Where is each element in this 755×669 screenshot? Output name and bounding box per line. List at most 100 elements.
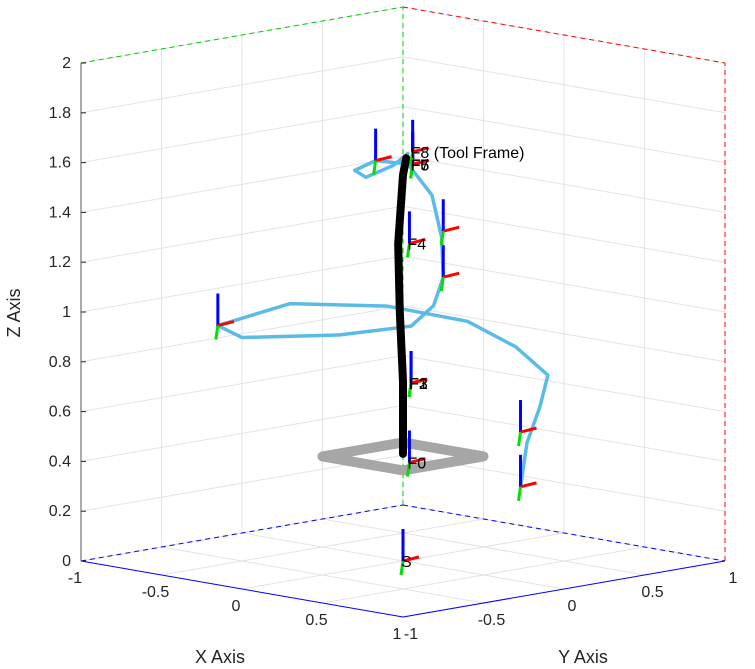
box-edge-floor-front-left <box>80 560 404 618</box>
frame-3 <box>407 351 428 398</box>
x-tick-label-4: 1 <box>393 626 402 643</box>
z-tick-label-5: 1 <box>62 304 71 321</box>
y-tick-label-4: 1 <box>729 570 738 587</box>
frame-y-axis <box>409 164 415 179</box>
frame-x-axis <box>412 158 430 166</box>
z-tick-label-4: 0.8 <box>49 354 71 371</box>
grid-wall-left-z <box>80 355 404 413</box>
z-tick-label-3: 0.6 <box>49 404 71 421</box>
frame-x-axis <box>442 271 460 279</box>
frame-label-5: F5 <box>411 157 430 174</box>
frame-label-6: F6 <box>411 157 430 174</box>
grid-wall-right-z <box>402 56 726 114</box>
frame-y-axis <box>439 276 445 292</box>
grid-wall-left-z <box>80 205 404 263</box>
frame-y-axis <box>372 160 378 175</box>
trajectory-frame-5 <box>372 128 392 175</box>
trajectory-frame-1 <box>517 454 537 502</box>
z-tick-label-8: 1.6 <box>49 155 71 172</box>
frame-label-4: F4 <box>407 236 426 253</box>
x-tick-label-0: -1 <box>68 570 82 587</box>
x-tick-label-2: 0 <box>232 598 241 615</box>
y-tick-label-0: -1 <box>404 626 418 643</box>
grid-wall-left-z <box>80 155 404 213</box>
frame-y-axis <box>407 382 413 398</box>
grid-wall-left-z <box>80 56 404 114</box>
z-tick-label-2: 0.4 <box>49 453 71 470</box>
frame-label-1: F1 <box>409 376 428 393</box>
frame-9 <box>399 529 420 576</box>
tick-labels: 00.20.40.60.811.21.41.61.82-1-0.500.51 -1… <box>49 55 738 643</box>
z-axis-label: Z Axis <box>4 288 24 337</box>
z-tick-label-1: 0.2 <box>49 503 71 520</box>
y-tick-label-3: 0.5 <box>641 584 663 601</box>
frame-y-axis <box>405 243 411 258</box>
frame-x-axis <box>375 155 392 163</box>
x-tick-label-1: -0.5 <box>142 584 170 601</box>
grid-wall-right-z <box>402 255 726 313</box>
box-edge-floor-back-right <box>402 504 726 562</box>
x-tick-label-3: 0.5 <box>305 612 327 629</box>
frame-x-axis <box>402 555 420 563</box>
grid-wall-left-z <box>80 305 404 363</box>
frame-x-axis <box>410 377 428 385</box>
frame-y-axis <box>405 462 411 477</box>
box-edge-top-left <box>80 6 404 64</box>
y-tick-label-2: 0 <box>568 598 577 615</box>
frame-x-axis <box>520 426 537 434</box>
grid-wall-left-z <box>80 404 404 462</box>
robot-arm <box>394 154 411 458</box>
grid-wall-right-z <box>402 205 726 263</box>
frame-y-axis <box>517 486 523 502</box>
frame-4 <box>405 211 426 258</box>
x-axis-label: X Axis <box>195 647 245 667</box>
frame-x-axis <box>409 457 426 464</box>
frame-label-9: S <box>401 554 412 571</box>
frame-label-0: F0 <box>407 456 426 473</box>
frame-label-3: F3 <box>409 376 428 393</box>
grid-wall-left-z <box>80 255 404 313</box>
frame-label-8: F8 (Tool Frame) <box>411 145 525 162</box>
trajectory-line <box>216 151 550 489</box>
grid-wall-right-z <box>402 404 726 462</box>
trajectory-frame-4 <box>439 199 460 246</box>
z-tick-label-10: 2 <box>62 55 71 72</box>
grid-wall-right-z <box>402 155 726 213</box>
frame-0 <box>405 430 426 477</box>
grid-floor-y <box>161 546 484 604</box>
z-tick-label-9: 1.8 <box>49 105 71 122</box>
frame-y-axis <box>214 325 220 340</box>
frame-x-axis <box>520 481 537 489</box>
z-tick-label-6: 1.2 <box>49 254 71 271</box>
box-edge-floor-back-left <box>80 504 404 562</box>
frame-x-axis <box>217 320 235 327</box>
frame-label-7: F7 <box>411 157 430 174</box>
frame-x-axis <box>442 225 460 233</box>
grid-wall-right-z <box>402 305 726 363</box>
box-edge-top-right <box>402 6 726 64</box>
frame-y-axis <box>409 151 415 167</box>
box-edge-floor-front-right <box>402 560 726 618</box>
frame-y-axis <box>399 560 405 576</box>
grid-wall-right-z <box>402 106 726 164</box>
frame-8 <box>409 119 430 167</box>
frame-x-axis <box>412 146 430 154</box>
trajectory-frame-0 <box>214 293 235 340</box>
frame-x-axis <box>409 237 426 245</box>
frame-label-2: F2 <box>409 376 428 393</box>
base-plate <box>317 437 489 476</box>
grid-floor-y <box>322 518 645 576</box>
y-tick-label-1: -0.5 <box>478 612 506 629</box>
frame-y-axis <box>517 431 523 447</box>
z-tick-label-7: 1.4 <box>49 204 71 221</box>
grid-wall-left-z <box>80 106 404 164</box>
y-axis-label: Y Axis <box>558 647 608 667</box>
grid-wall-right-z <box>402 355 726 413</box>
frame-y-axis <box>439 231 445 246</box>
z-tick-label-0: 0 <box>62 553 71 570</box>
trajectory-frame-2 <box>517 400 537 447</box>
trajectory-frame-3 <box>439 245 460 292</box>
axes-box <box>80 6 726 618</box>
